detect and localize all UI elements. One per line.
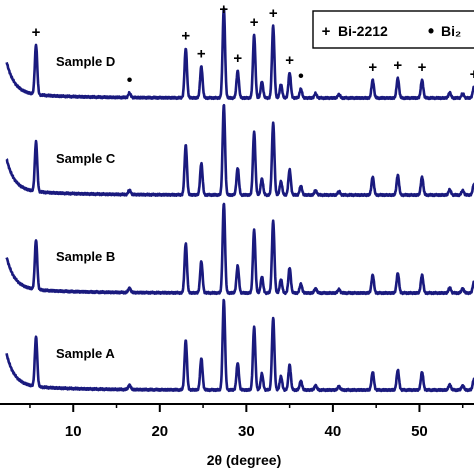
peak-marker: + — [393, 57, 402, 74]
peak-marker: + — [285, 52, 294, 69]
sample-labels: Sample D Sample C Sample B Sample A — [56, 54, 116, 361]
x-axis-label: 2θ (degree) — [207, 452, 281, 468]
peak-marker: + — [368, 59, 377, 76]
label-sample-c: Sample C — [56, 151, 116, 166]
x-tick-label: 30 — [238, 423, 255, 440]
legend-label-bi2: Bi₂ — [441, 23, 461, 39]
legend: + Bi-2212 • Bi₂ — [312, 10, 474, 49]
peak-marker: + — [32, 24, 41, 41]
legend-marker-bi2: • — [428, 21, 434, 41]
peak-markers: +•+++++++•++++ — [32, 1, 474, 89]
x-axis-ticks: 10 20 30 40 50 — [29, 404, 464, 440]
peak-marker: + — [250, 14, 259, 31]
peak-marker: + — [418, 59, 427, 76]
peak-marker: + — [197, 45, 206, 62]
x-tick-label: 10 — [65, 423, 82, 440]
trace-sample-c — [5, 103, 474, 198]
label-sample-a: Sample A — [56, 346, 115, 361]
peak-marker: + — [219, 1, 228, 18]
label-sample-b: Sample B — [56, 249, 115, 264]
trace-sample-a — [5, 298, 474, 393]
series-traces — [5, 7, 474, 393]
legend-box — [312, 10, 474, 49]
x-tick-label: 50 — [411, 423, 428, 440]
peak-marker: + — [233, 50, 242, 67]
legend-label-bi2212: Bi-2212 — [338, 23, 388, 39]
peak-marker: + — [470, 66, 474, 83]
peak-marker: • — [127, 72, 133, 89]
trace-sample-d — [5, 7, 474, 101]
x-tick-label: 40 — [325, 423, 342, 440]
x-tick-label: 20 — [151, 423, 168, 440]
peak-marker: + — [181, 27, 190, 44]
legend-marker-bi2212: + — [322, 23, 331, 40]
trace-sample-b — [5, 202, 474, 296]
peak-marker: + — [269, 5, 278, 22]
peak-marker: • — [298, 68, 304, 85]
label-sample-d: Sample D — [56, 54, 115, 69]
